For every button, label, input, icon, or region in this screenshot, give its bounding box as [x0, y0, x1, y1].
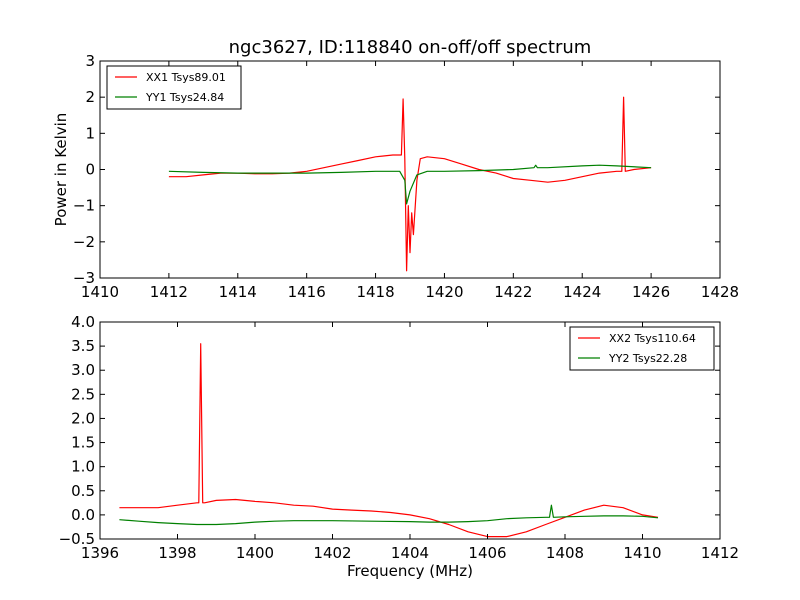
y-axis-label: Power in Kelvin: [52, 113, 70, 227]
y-tick-label: 3: [85, 52, 95, 70]
series-line-2: [168, 164, 652, 205]
y-tick-label: 0.0: [71, 506, 95, 524]
series-line-2: [119, 504, 659, 526]
x-tick-label: 1404: [391, 544, 429, 562]
legend-box: [106, 65, 242, 110]
y-tick-label: 4.0: [71, 313, 95, 331]
x-tick-label: 1410: [81, 283, 119, 301]
x-tick-label: 1406: [468, 544, 506, 562]
y-tick-label: 0: [85, 161, 95, 179]
legend-label-2: YY2 Tsys22.28: [608, 352, 687, 365]
legend: XX2 Tsys110.64 YY2 Tsys22.28: [569, 326, 715, 371]
bottom-plot: 1396 1398 1400 1402 1404 1406 1408 1410 1412 −0.5…: [59, 313, 740, 580]
y-tick-label: 1.5: [71, 434, 95, 452]
x-tick-label: 1416: [288, 283, 326, 301]
legend-label-1: XX2 Tsys110.64: [609, 332, 696, 345]
x-tick-label: 1400: [236, 544, 274, 562]
y-tick-label: 2.5: [71, 385, 95, 403]
y-tick-label: 3.0: [71, 361, 95, 379]
x-tick-label: 1428: [701, 283, 739, 301]
legend-box: [569, 326, 715, 371]
y-tick-label: 2: [85, 88, 95, 106]
y-tick-label: 2.0: [71, 409, 95, 427]
x-tick-label: 1420: [425, 283, 463, 301]
series-lines: [119, 343, 659, 538]
x-tick-label: 1422: [494, 283, 532, 301]
x-tick-label: 1418: [356, 283, 394, 301]
series-lines: [168, 96, 652, 272]
chart-title: ngc3627, ID:118840 on-off/off spectrum: [229, 37, 592, 58]
legend-label-2: YY1 Tsys24.84: [145, 91, 224, 104]
y-tick-label: 3.5: [71, 337, 95, 355]
y-tick-label: −1: [73, 197, 95, 215]
x-tick-label: 1408: [546, 544, 584, 562]
x-tick-label: 1412: [150, 283, 188, 301]
y-tick-label: 1: [85, 124, 95, 142]
x-tick-label: 1412: [701, 544, 739, 562]
x-tick-label: 1424: [563, 283, 601, 301]
legend: XX1 Tsys89.01 YY1 Tsys24.84: [106, 65, 242, 110]
y-tick-label: −3: [73, 269, 95, 287]
top-plot: 1410 1412 1414 1416 1418 1420 1422 1424 1426 1428…: [52, 37, 739, 301]
x-tick-label: 1410: [623, 544, 661, 562]
y-tick-label: −2: [73, 233, 95, 251]
series-line-1: [119, 343, 659, 538]
y-tick-label: 1.0: [71, 458, 95, 476]
x-tick-label: 1426: [632, 283, 670, 301]
x-axis-label: Frequency (MHz): [347, 562, 473, 580]
x-tick-label: 1402: [313, 544, 351, 562]
x-tick-label: 1396: [81, 544, 119, 562]
legend-label-1: XX1 Tsys89.01: [146, 71, 226, 84]
x-tick-label: 1398: [158, 544, 196, 562]
x-tick-label: 1414: [219, 283, 257, 301]
y-tick-label: 0.5: [71, 482, 95, 500]
y-tick-label: −0.5: [59, 530, 95, 548]
